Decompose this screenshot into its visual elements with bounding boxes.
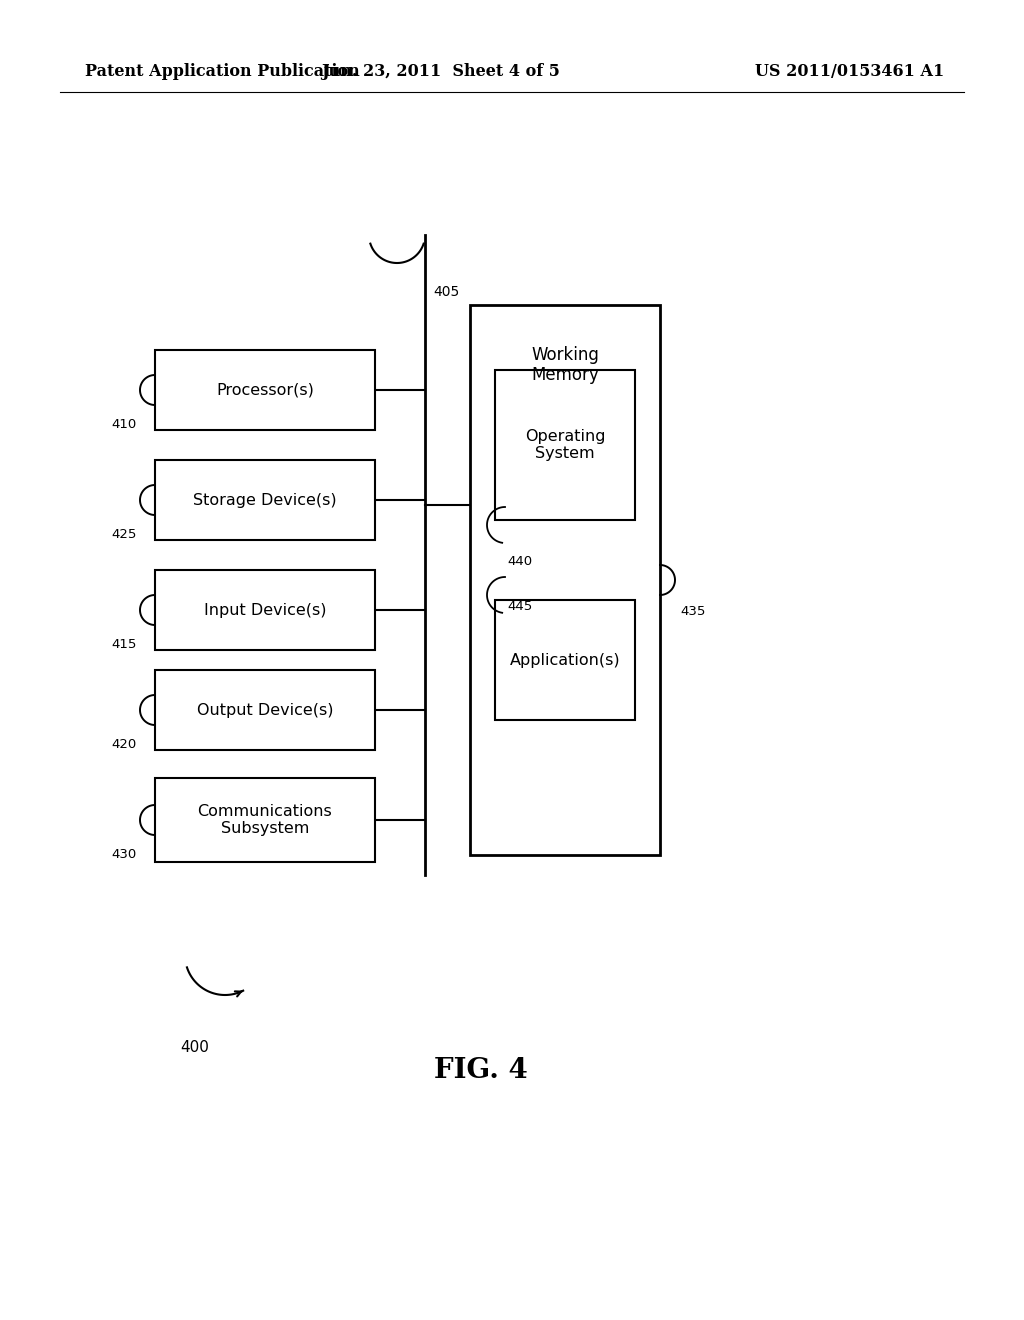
Text: Patent Application Publication: Patent Application Publication — [85, 63, 359, 81]
Text: Communications
Subsystem: Communications Subsystem — [198, 804, 333, 836]
Text: Storage Device(s): Storage Device(s) — [194, 492, 337, 507]
Text: 435: 435 — [680, 605, 706, 618]
Text: Input Device(s): Input Device(s) — [204, 602, 327, 618]
Text: 425: 425 — [112, 528, 137, 541]
Text: 420: 420 — [112, 738, 137, 751]
Text: Processor(s): Processor(s) — [216, 383, 314, 397]
Text: 440: 440 — [507, 554, 532, 568]
Bar — [470, 305, 660, 855]
Text: 405: 405 — [433, 285, 459, 300]
Text: Application(s): Application(s) — [510, 652, 621, 668]
Text: 400: 400 — [180, 1040, 210, 1055]
Bar — [495, 370, 635, 520]
Text: 415: 415 — [112, 638, 137, 651]
Text: Jun. 23, 2011  Sheet 4 of 5: Jun. 23, 2011 Sheet 4 of 5 — [321, 63, 560, 81]
Text: Operating
System: Operating System — [524, 429, 605, 461]
Text: 430: 430 — [112, 847, 137, 861]
Bar — [155, 350, 375, 430]
Bar — [155, 777, 375, 862]
Bar — [155, 459, 375, 540]
Text: Working
Memory: Working Memory — [531, 346, 599, 384]
Text: 410: 410 — [112, 418, 137, 432]
Bar — [495, 601, 635, 719]
Text: FIG. 4: FIG. 4 — [434, 1056, 528, 1084]
Text: Output Device(s): Output Device(s) — [197, 702, 333, 718]
Text: 445: 445 — [507, 601, 532, 612]
Text: US 2011/0153461 A1: US 2011/0153461 A1 — [755, 63, 944, 81]
Bar — [155, 570, 375, 649]
Bar — [155, 671, 375, 750]
